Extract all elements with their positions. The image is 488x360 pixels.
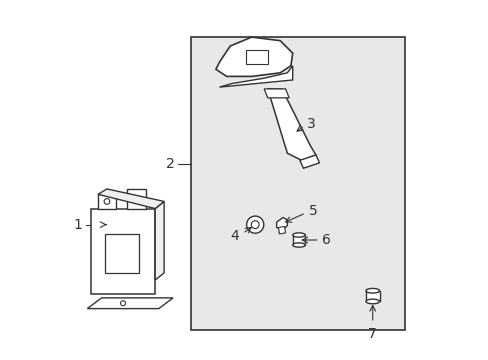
Polygon shape [264, 89, 288, 98]
Text: 6: 6 [322, 233, 330, 247]
Polygon shape [267, 89, 315, 160]
Polygon shape [365, 291, 379, 301]
Ellipse shape [292, 233, 305, 237]
Circle shape [251, 221, 259, 229]
Polygon shape [98, 189, 164, 208]
Text: 7: 7 [367, 327, 376, 341]
Polygon shape [292, 235, 305, 245]
Bar [190, 37, 405, 330]
Text: 5: 5 [308, 204, 317, 218]
Polygon shape [278, 226, 285, 234]
Ellipse shape [365, 299, 379, 304]
Text: 1: 1 [73, 218, 82, 231]
Polygon shape [276, 217, 287, 230]
Polygon shape [98, 194, 116, 208]
Polygon shape [219, 66, 292, 87]
Text: 3: 3 [306, 117, 315, 131]
Circle shape [104, 199, 110, 204]
Ellipse shape [365, 288, 379, 293]
Polygon shape [299, 155, 319, 168]
Polygon shape [126, 189, 146, 208]
Circle shape [121, 301, 125, 306]
Polygon shape [105, 234, 139, 273]
Polygon shape [246, 50, 267, 64]
Ellipse shape [292, 243, 305, 247]
Polygon shape [216, 37, 292, 76]
Polygon shape [91, 208, 155, 294]
Text: 4: 4 [230, 229, 239, 243]
Polygon shape [155, 202, 164, 280]
Text: 2: 2 [166, 157, 175, 171]
Circle shape [246, 216, 263, 233]
Polygon shape [87, 298, 173, 309]
